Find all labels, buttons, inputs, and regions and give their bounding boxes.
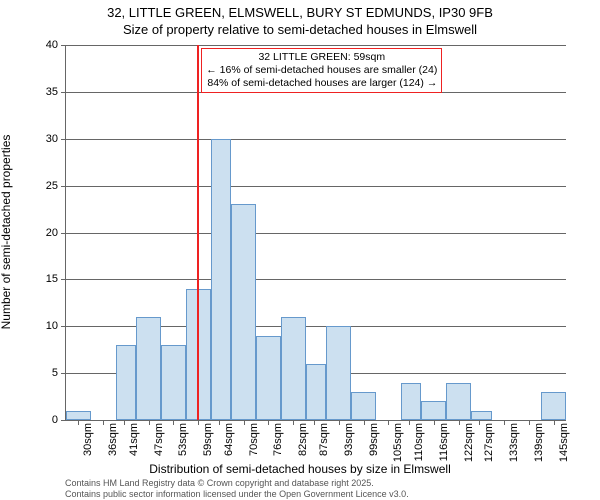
y-tick-mark	[61, 279, 66, 280]
y-tick-label: 20	[28, 227, 58, 239]
y-gridline	[66, 279, 566, 280]
y-gridline	[66, 45, 566, 46]
x-tick-label: 87sqm	[318, 423, 330, 456]
x-tick-mark	[554, 420, 555, 425]
x-tick-mark	[219, 420, 220, 425]
x-tick-mark	[293, 420, 294, 425]
histogram-bar	[326, 326, 351, 420]
x-tick-mark	[388, 420, 389, 425]
chart-title-block: 32, LITTLE GREEN, ELMSWELL, BURY ST EDMU…	[0, 4, 600, 38]
x-tick-label: 133sqm	[508, 423, 520, 462]
x-tick-label: 47sqm	[153, 423, 165, 456]
x-tick-mark	[409, 420, 410, 425]
y-tick-label: 30	[28, 133, 58, 145]
x-tick-mark	[244, 420, 245, 425]
histogram-bar	[421, 401, 446, 420]
histogram-bar	[401, 383, 422, 421]
y-gridline	[66, 186, 566, 187]
y-tick-mark	[61, 233, 66, 234]
x-tick-label: 82sqm	[297, 423, 309, 456]
y-tick-label: 5	[28, 367, 58, 379]
x-tick-mark	[434, 420, 435, 425]
reference-line	[197, 45, 199, 420]
x-tick-mark	[459, 420, 460, 425]
y-tick-label: 40	[28, 39, 58, 51]
histogram-bar	[231, 204, 256, 420]
x-tick-label: 105sqm	[392, 423, 404, 462]
x-tick-label: 30sqm	[82, 423, 94, 456]
y-gridline	[66, 139, 566, 140]
histogram-bar	[136, 317, 161, 420]
histogram-bar	[306, 364, 327, 420]
attribution-line-2: Contains public sector information licen…	[65, 489, 409, 500]
x-tick-label: 93sqm	[343, 423, 355, 456]
annotation-line-2: ← 16% of semi-detached houses are smalle…	[206, 64, 437, 77]
chart-plot-area: 051015202530354032 LITTLE GREEN: 59sqm← …	[65, 45, 566, 421]
x-tick-label: 116sqm	[438, 423, 450, 461]
y-tick-mark	[61, 420, 66, 421]
histogram-bar	[446, 383, 471, 421]
y-tick-mark	[61, 373, 66, 374]
histogram-bar	[161, 345, 186, 420]
x-tick-mark	[268, 420, 269, 425]
annotation-box: 32 LITTLE GREEN: 59sqm← 16% of semi-deta…	[201, 48, 442, 93]
histogram-bar	[351, 392, 376, 420]
y-gridline	[66, 233, 566, 234]
x-tick-mark	[314, 420, 315, 425]
x-tick-mark	[149, 420, 150, 425]
y-tick-mark	[61, 326, 66, 327]
x-tick-mark	[479, 420, 480, 425]
y-tick-mark	[61, 139, 66, 140]
histogram-bar	[471, 411, 492, 420]
x-tick-mark	[124, 420, 125, 425]
histogram-bar	[116, 345, 137, 420]
y-tick-mark	[61, 92, 66, 93]
x-tick-label: 99sqm	[368, 423, 380, 456]
x-tick-label: 36sqm	[107, 423, 119, 456]
y-tick-label: 15	[28, 273, 58, 285]
y-tick-mark	[61, 186, 66, 187]
x-tick-label: 64sqm	[223, 423, 235, 456]
histogram-bar	[66, 411, 91, 420]
x-tick-label: 145sqm	[558, 423, 570, 462]
y-axis-label: Number of semi-detached properties	[0, 135, 13, 330]
x-tick-mark	[78, 420, 79, 425]
histogram-bar	[256, 336, 281, 420]
x-tick-label: 122sqm	[463, 423, 475, 462]
x-tick-mark	[198, 420, 199, 425]
x-tick-label: 139sqm	[533, 423, 545, 462]
x-tick-label: 41sqm	[128, 423, 140, 456]
x-tick-mark	[504, 420, 505, 425]
attribution-line-1: Contains HM Land Registry data © Crown c…	[65, 478, 409, 489]
y-tick-label: 35	[28, 86, 58, 98]
x-tick-label: 127sqm	[483, 423, 495, 462]
x-tick-mark	[529, 420, 530, 425]
x-tick-label: 76sqm	[272, 423, 284, 456]
y-tick-label: 10	[28, 320, 58, 332]
y-tick-label: 0	[28, 414, 58, 426]
attribution-text: Contains HM Land Registry data © Crown c…	[65, 478, 409, 500]
x-tick-mark	[173, 420, 174, 425]
x-tick-mark	[339, 420, 340, 425]
histogram-bar	[211, 139, 232, 420]
title-line-1: 32, LITTLE GREEN, ELMSWELL, BURY ST EDMU…	[0, 4, 600, 21]
y-tick-label: 25	[28, 180, 58, 192]
x-tick-label: 70sqm	[248, 423, 260, 456]
annotation-line-3: 84% of semi-detached houses are larger (…	[206, 77, 437, 90]
x-tick-mark	[103, 420, 104, 425]
x-tick-label: 110sqm	[413, 423, 425, 461]
y-tick-mark	[61, 45, 66, 46]
annotation-line-1: 32 LITTLE GREEN: 59sqm	[206, 51, 437, 64]
title-line-2: Size of property relative to semi-detach…	[0, 21, 600, 38]
histogram-bar	[541, 392, 566, 420]
x-axis-label: Distribution of semi-detached houses by …	[0, 462, 600, 476]
x-tick-label: 53sqm	[177, 423, 189, 456]
histogram-bar	[281, 317, 306, 420]
x-tick-label: 59sqm	[202, 423, 214, 456]
x-tick-mark	[364, 420, 365, 425]
